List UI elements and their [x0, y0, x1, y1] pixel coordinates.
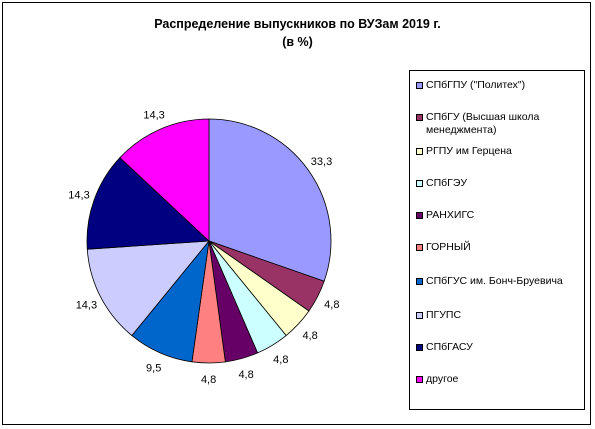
legend-label: ПГУПС [426, 309, 462, 321]
legend-label: СПбГАСУ [426, 341, 473, 353]
legend-swatch [416, 244, 423, 251]
data-label: 4,8 [273, 354, 288, 366]
legend-label: ГОРНЫЙ [426, 241, 471, 253]
legend-swatch [416, 114, 423, 121]
pie-slice [119, 118, 210, 242]
pie-slice [86, 240, 210, 337]
legend-label: РГПУ им Герцена [426, 145, 512, 157]
data-label: 14,3 [68, 190, 89, 202]
pie-slice [208, 118, 332, 282]
data-label: 14,3 [76, 299, 97, 311]
data-label: 14,3 [143, 109, 164, 121]
data-label: 4,8 [324, 299, 339, 311]
legend-swatch [416, 82, 423, 89]
chart-title: Распределение выпускников по ВУЗам 2019 … [154, 17, 441, 31]
legend-label: другое [426, 373, 459, 385]
chart-subtitle: (в %) [282, 35, 313, 49]
legend-swatch [416, 148, 423, 155]
legend-label: СПбГПУ ("Политех") [426, 79, 526, 91]
data-label: 9,5 [146, 362, 161, 374]
legend-swatch [416, 180, 423, 187]
legend-swatch [416, 312, 423, 319]
pie-slice [86, 157, 210, 250]
legend: СПбГПУ ("Политех") СПбГУ (Высшая школа ме… [409, 70, 585, 410]
legend-swatch [416, 376, 423, 383]
legend-label: РАНХИГС [426, 209, 475, 221]
legend-label: СПбГУС им. Бонч-Бруевича [426, 275, 563, 287]
data-label: 4,8 [302, 330, 317, 342]
legend-label: СПбГУ (Высшая школа менеджмента) [426, 111, 540, 136]
legend-swatch [416, 212, 423, 219]
legend-swatch [416, 278, 423, 285]
legend-label: СПбГЭУ [426, 177, 468, 189]
legend-swatch [416, 344, 423, 351]
data-label: 33,3 [311, 156, 332, 168]
data-label: 4,8 [201, 374, 216, 386]
data-label: 4,8 [238, 369, 253, 381]
